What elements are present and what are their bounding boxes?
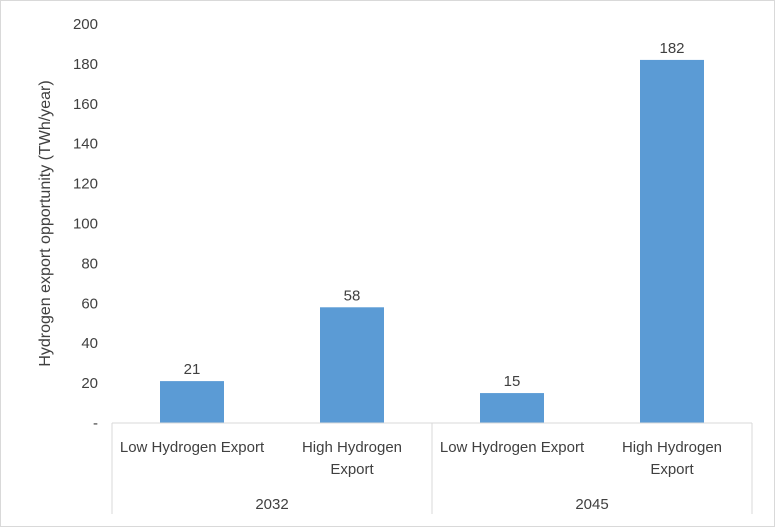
x-category-label: Low Hydrogen Export [440,439,585,456]
y-axis-title: Hydrogen export opportunity (TWh/year) [37,80,54,366]
y-tick-label: 120 [73,176,98,193]
y-tick-label: - [93,415,98,432]
y-tick-label: 60 [81,295,98,312]
x-category-label: Export [650,461,694,478]
y-tick-label: 20 [81,375,98,392]
x-group-label: 2045 [575,496,608,513]
y-tick-label: 140 [73,136,98,153]
y-tick-label: 100 [73,216,98,233]
y-tick-label: 40 [81,335,98,352]
bars: 21 58 15 182 [160,40,704,423]
bar [480,393,544,423]
y-axis-ticks: - 20 40 60 80 100 120 140 160 180 200 [73,16,98,432]
x-axis: Low Hydrogen Export High Hydrogen Export 20… [111,422,753,514]
bar-value-label: 15 [504,373,521,390]
bar [320,307,384,423]
y-tick-label: 200 [73,16,98,33]
x-category-label: Low Hydrogen Export [120,439,265,456]
y-tick-label: 160 [73,96,98,113]
y-tick-label: 180 [73,56,98,73]
bar [160,381,224,423]
bar-value-label: 21 [184,361,201,378]
x-group-label: 2032 [255,496,288,513]
x-category-label: High Hydrogen [302,439,402,456]
bar-value-label: 58 [344,287,361,304]
bar [640,59,704,423]
y-tick-label: 80 [81,255,98,272]
bar-value-label: 182 [659,40,684,57]
x-category-label: Export [330,461,374,478]
x-category-label: High Hydrogen [622,439,722,456]
